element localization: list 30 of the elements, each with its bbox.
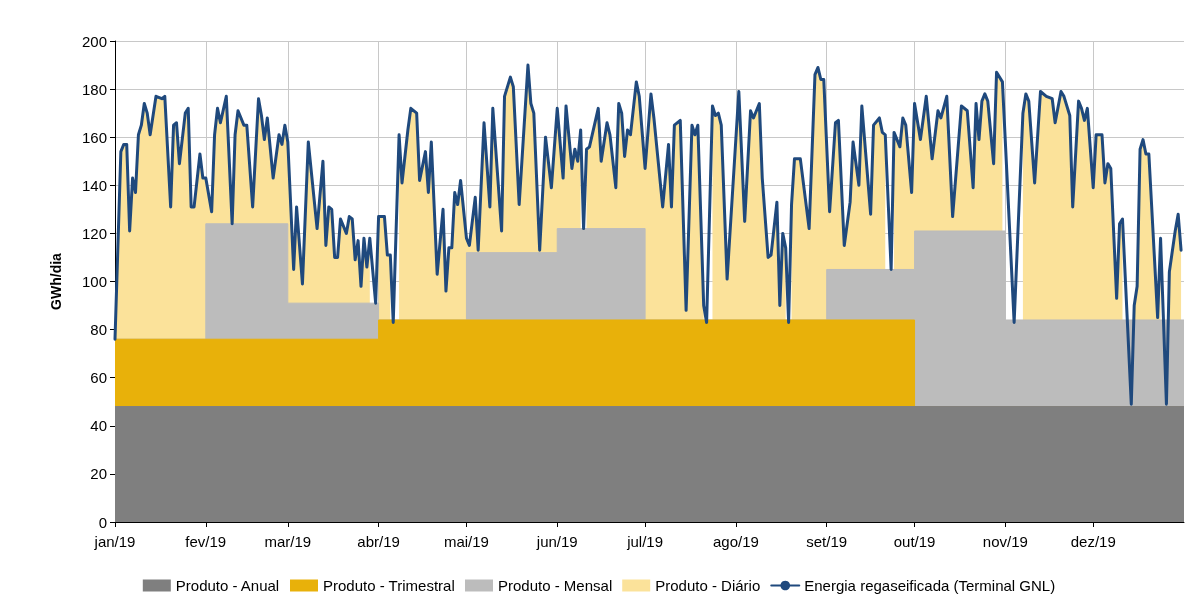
y-axis-title: GWh/dia xyxy=(48,252,64,310)
x-tick-label: jan/19 xyxy=(93,533,136,550)
legend-label: Produto - Trimestral xyxy=(323,577,455,594)
x-tick-label: jul/19 xyxy=(626,533,664,550)
y-tick-label: 140 xyxy=(81,176,107,194)
x-tick-label: mai/19 xyxy=(443,533,489,550)
y-tick-label: 40 xyxy=(90,417,107,435)
y-tick-label: 0 xyxy=(98,513,107,531)
x-tick-label: set/19 xyxy=(806,533,848,550)
x-tick-label: mar/19 xyxy=(264,533,312,550)
y-tick-label: 180 xyxy=(81,80,107,98)
y-tick-label: 60 xyxy=(90,369,107,387)
x-tick-label: nov/19 xyxy=(982,533,1028,550)
y-tick-label: 20 xyxy=(90,465,107,483)
x-tick-label: dez/19 xyxy=(1070,533,1116,550)
legend-label: Produto - Diário xyxy=(655,577,761,594)
y-tick-label: 200 xyxy=(81,32,107,50)
x-tick-label: fev/19 xyxy=(185,533,227,550)
x-tick-label: jun/19 xyxy=(535,533,578,550)
legend-label: Produto - Anual xyxy=(175,577,280,594)
y-tick-label: 120 xyxy=(81,224,107,242)
legend-label: Energia regaseificada (Terminal GNL) xyxy=(804,577,1056,594)
y-tick-label: 80 xyxy=(90,321,107,339)
x-tick-label: out/19 xyxy=(893,533,936,550)
x-tick-label: abr/19 xyxy=(357,533,400,550)
y-tick-label: 100 xyxy=(81,273,107,290)
y-tick-label: 160 xyxy=(81,128,107,146)
legend-label: Produto - Mensal xyxy=(498,577,613,594)
line-series xyxy=(113,63,1183,406)
x-tick-label: ago/19 xyxy=(712,533,759,550)
